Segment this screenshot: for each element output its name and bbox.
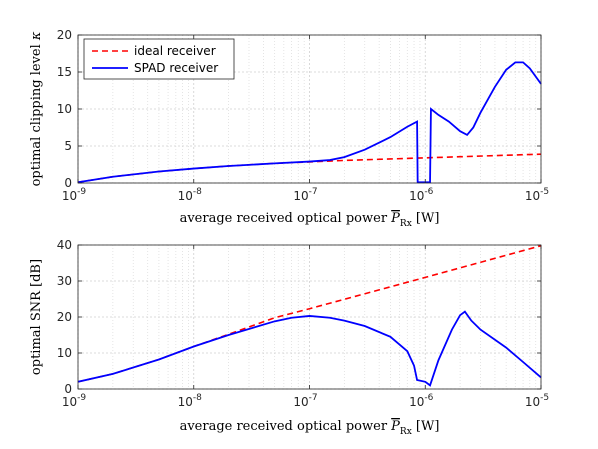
x-tick-label: 10-6 bbox=[409, 393, 434, 409]
legend: ideal receiver SPAD receiver bbox=[83, 38, 235, 80]
x-axis-label: average received optical power PRx [W] bbox=[180, 211, 440, 229]
x-tick-label: 10-7 bbox=[293, 187, 317, 203]
y-tick-label: 0 bbox=[64, 382, 72, 396]
series-line-spad-receiver bbox=[77, 61, 542, 184]
y-tick-label: 30 bbox=[57, 274, 72, 288]
series-line-spad-receiver bbox=[77, 310, 542, 387]
x-tick-label: 10-5 bbox=[525, 187, 549, 203]
x-tick-label: 10-8 bbox=[178, 393, 203, 409]
y-tick-label: 20 bbox=[57, 28, 72, 42]
y-tick-label: 10 bbox=[57, 102, 72, 116]
y-tick-label: 0 bbox=[64, 176, 72, 190]
y-tick-label: 15 bbox=[57, 65, 72, 79]
x-axis-label: average received optical power PRx [W] bbox=[180, 419, 440, 437]
y-axis-label: optimal clipping level κ bbox=[29, 31, 44, 186]
y-tick-label: 40 bbox=[57, 238, 72, 252]
legend-box bbox=[83, 38, 235, 80]
y-tick-label: 10 bbox=[57, 346, 72, 360]
x-tick-label: 10-7 bbox=[293, 393, 317, 409]
legend-label: SPAD receiver bbox=[134, 61, 218, 75]
x-tick-label: 10-5 bbox=[525, 393, 549, 409]
legend-label: ideal receiver bbox=[134, 44, 216, 58]
y-axis-label: optimal SNR [dB] bbox=[29, 259, 44, 375]
y-tick-label: 5 bbox=[64, 139, 72, 153]
x-tick-label: 10-8 bbox=[178, 187, 203, 203]
x-tick-label: 10-6 bbox=[409, 187, 434, 203]
y-tick-label: 20 bbox=[57, 310, 72, 324]
